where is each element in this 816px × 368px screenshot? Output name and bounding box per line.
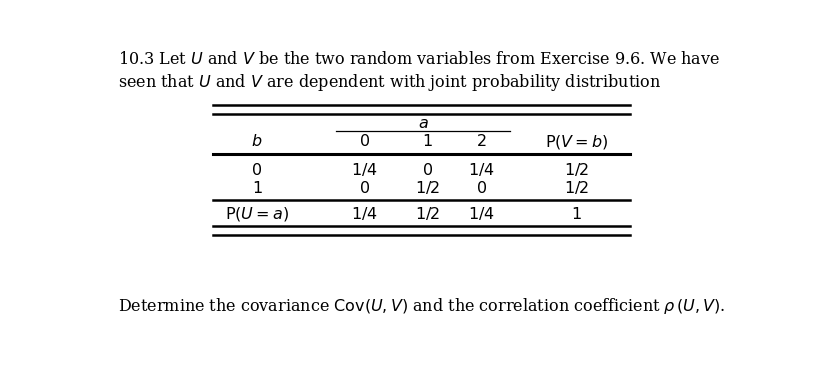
Text: $1/2$: $1/2$ [415,180,441,197]
Text: $0$: $0$ [359,180,370,197]
Text: $\mathrm{P}(V=b)$: $\mathrm{P}(V=b)$ [544,133,608,151]
Text: $1/2$: $1/2$ [415,206,441,223]
Text: $1/4$: $1/4$ [468,206,494,223]
Text: $1/4$: $1/4$ [468,162,494,179]
Text: $1/2$: $1/2$ [564,180,589,197]
Text: $\mathrm{P}(U=a)$: $\mathrm{P}(U=a)$ [225,205,289,223]
Text: 10.3 Let $U$ and $V$ be the two random variables from Exercise 9.6. We have: 10.3 Let $U$ and $V$ be the two random v… [118,51,720,68]
Text: $0$: $0$ [476,180,487,197]
Text: $2$: $2$ [477,134,486,151]
Text: $1$: $1$ [251,180,262,197]
Text: $b$: $b$ [251,134,263,151]
Text: $0$: $0$ [359,134,370,151]
Text: $1$: $1$ [571,206,582,223]
Text: $0$: $0$ [251,162,263,179]
Text: $a$: $a$ [418,115,428,132]
Text: Determine the covariance $\mathrm{Cov}(U,V)$ and the correlation coefficient $\r: Determine the covariance $\mathrm{Cov}(U… [118,296,725,316]
Text: $1/4$: $1/4$ [351,162,378,179]
Text: $1$: $1$ [423,134,433,151]
Text: $0$: $0$ [422,162,433,179]
Text: $1/4$: $1/4$ [351,206,378,223]
Text: $1/2$: $1/2$ [564,162,589,179]
Text: seen that $U$ and $V$ are dependent with joint probability distribution: seen that $U$ and $V$ are dependent with… [118,72,661,93]
